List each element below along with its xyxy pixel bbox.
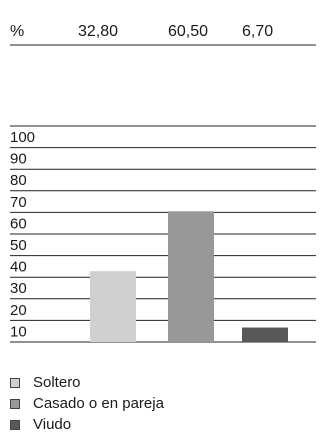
y-tick-label-80: 80 <box>10 172 27 189</box>
value-label-2: 60,50 <box>168 23 208 40</box>
legend-label-soltero: Soltero <box>33 374 81 391</box>
y-tick-label-60: 60 <box>10 215 27 232</box>
bar-1 <box>90 271 136 342</box>
legend-swatch-soltero <box>10 377 20 388</box>
value-label-1: 32,80 <box>78 23 118 40</box>
legend-label-viudo: Viudo <box>33 416 72 433</box>
y-tick-label-20: 20 <box>10 302 27 319</box>
y-tick-label-30: 30 <box>10 280 27 297</box>
legend-label-casado: Casado o en pareja <box>33 395 164 412</box>
legend-item-viudo: Viudo <box>10 414 164 435</box>
y-tick-label-40: 40 <box>10 259 27 276</box>
legend-swatch-viudo <box>10 419 20 430</box>
y-tick-label-10: 10 <box>10 323 27 340</box>
y-tick-label-70: 70 <box>10 194 27 211</box>
legend: Soltero Casado o en pareja Viudo <box>10 372 164 435</box>
legend-swatch-casado <box>10 398 20 409</box>
y-tick-label-100: 100 <box>10 129 35 146</box>
legend-item-casado: Casado o en pareja <box>10 393 164 414</box>
bar-2 <box>168 211 214 342</box>
bar-chart: % 32,80 60,50 6,70 10 20 30 40 50 60 70 80 90 100 <box>10 23 316 343</box>
legend-item-soltero: Soltero <box>10 372 164 393</box>
unit-label: % <box>10 23 24 40</box>
y-tick-label-50: 50 <box>10 237 27 254</box>
value-label-3: 6,70 <box>242 23 273 40</box>
y-tick-label-90: 90 <box>10 151 27 168</box>
bar-3 <box>242 327 288 342</box>
